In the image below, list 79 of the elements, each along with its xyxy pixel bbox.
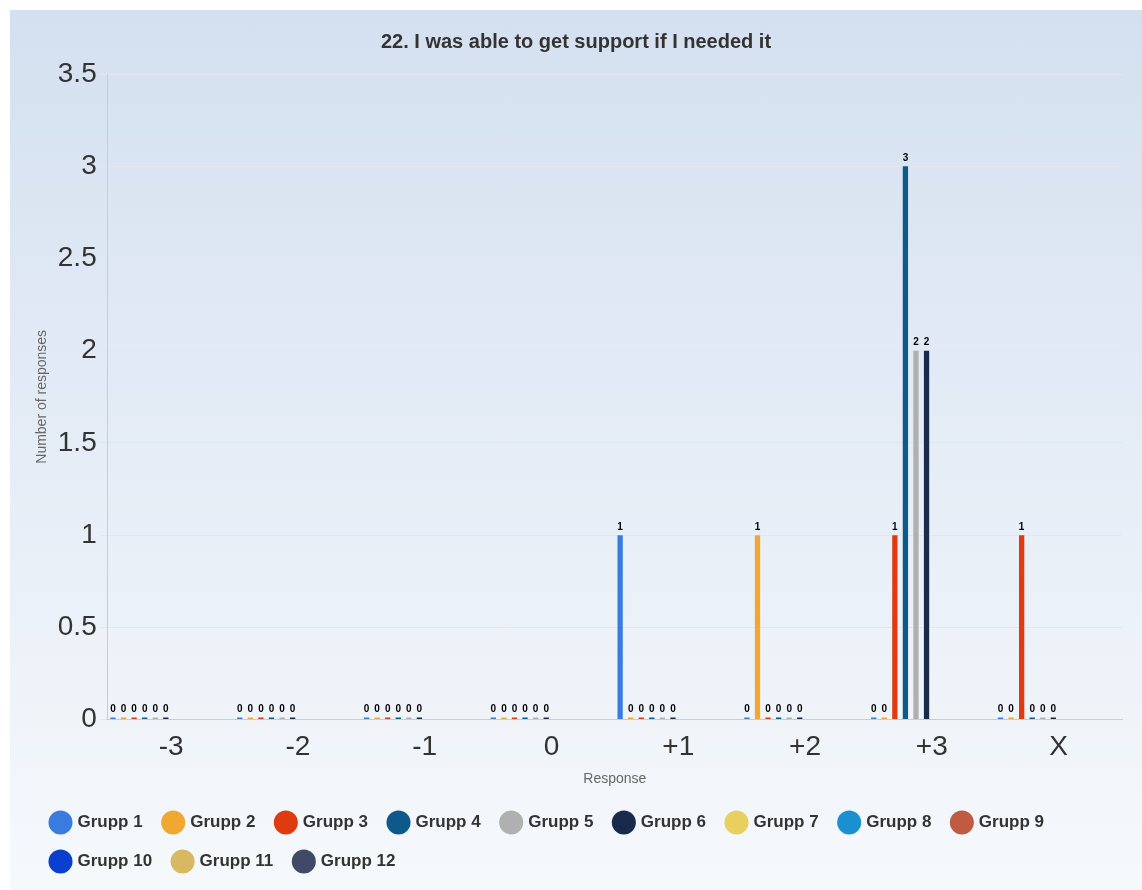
- y-tick-label: 3.5: [57, 56, 97, 88]
- data-label: 0: [543, 703, 550, 715]
- data-label: 0: [744, 703, 751, 715]
- data-label: 0: [395, 703, 402, 715]
- y-axis-title: Number of responses: [33, 329, 50, 464]
- data-label: 0: [1008, 703, 1015, 715]
- data-label: 0: [237, 703, 244, 715]
- y-tick-label: 0.5: [57, 610, 97, 642]
- data-label: 1: [892, 520, 899, 532]
- data-label: 2: [913, 336, 920, 348]
- legend-label: Grupp 8: [866, 812, 932, 832]
- data-label: 0: [870, 703, 877, 715]
- data-label: 0: [659, 703, 666, 715]
- data-label: 0: [110, 703, 117, 715]
- data-label: 0: [490, 703, 497, 715]
- data-label: 0: [649, 703, 656, 715]
- data-label: 0: [638, 703, 645, 715]
- legend-label: Grupp 2: [190, 812, 256, 832]
- y-tick-label: 1: [81, 517, 97, 549]
- data-label: 0: [406, 703, 413, 715]
- data-label: 0: [141, 703, 148, 715]
- data-label: 0: [765, 703, 772, 715]
- data-label: 0: [1050, 703, 1057, 715]
- legend-label: Grupp 7: [753, 812, 819, 832]
- x-tick-label: +3: [915, 730, 948, 762]
- x-tick-label: -2: [285, 730, 311, 762]
- data-label: 0: [268, 703, 275, 715]
- data-label: 0: [120, 703, 127, 715]
- data-label: 0: [416, 703, 423, 715]
- data-label: 0: [786, 703, 793, 715]
- x-tick-label: +1: [662, 730, 695, 762]
- legend-label: Grupp 6: [640, 812, 707, 832]
- data-label: 2: [923, 336, 930, 348]
- data-label: 0: [511, 703, 518, 715]
- x-tick-label: -1: [412, 730, 438, 762]
- legend-label: Grupp 5: [528, 812, 594, 832]
- data-label: 0: [1029, 703, 1036, 715]
- y-tick-label: 1.5: [57, 425, 97, 457]
- data-label: 0: [374, 703, 381, 715]
- data-label: 0: [881, 703, 888, 715]
- data-label: 0: [501, 703, 508, 715]
- data-label: 1: [1018, 520, 1025, 532]
- x-axis-title: Response: [583, 770, 647, 787]
- legend-label: Grupp 11: [199, 851, 274, 871]
- data-label: 0: [247, 703, 254, 715]
- legend-label: Grupp 10: [77, 851, 153, 871]
- data-label: 1: [617, 520, 624, 532]
- data-label: 0: [289, 703, 296, 715]
- data-label: 0: [363, 703, 370, 715]
- data-label: 0: [532, 703, 539, 715]
- data-label: 0: [384, 703, 391, 715]
- data-label: 0: [279, 703, 286, 715]
- legend-label: Grupp 9: [978, 812, 1045, 832]
- legend-label: Grupp 4: [415, 812, 482, 832]
- data-label: 0: [627, 703, 634, 715]
- y-tick-label: 2: [81, 333, 97, 365]
- y-tick-label: 3: [81, 148, 97, 180]
- legend-label: Grupp 1: [77, 812, 143, 832]
- data-label: 0: [775, 703, 782, 715]
- data-label: 0: [152, 703, 159, 715]
- x-tick-label: 0: [543, 730, 560, 762]
- data-label: 0: [1039, 703, 1046, 715]
- data-label: 3: [902, 151, 909, 163]
- x-tick-label: -3: [158, 730, 184, 762]
- data-label: 0: [131, 703, 138, 715]
- data-label: 0: [997, 703, 1004, 715]
- data-label: 1: [754, 520, 761, 532]
- chart-title: 22. I was able to get support if I needed it: [380, 29, 772, 52]
- data-label: 0: [522, 703, 529, 715]
- data-label: 0: [163, 703, 170, 715]
- y-tick-label: 0: [81, 702, 97, 734]
- legend-label: Grupp 3: [302, 812, 369, 832]
- data-label: 0: [796, 703, 803, 715]
- data-label: 0: [670, 703, 677, 715]
- legend-label: Grupp 12: [320, 851, 396, 871]
- y-tick-label: 2.5: [57, 241, 97, 273]
- x-tick-label: X: [1049, 730, 1069, 762]
- x-tick-label: +2: [789, 730, 822, 762]
- data-label: 0: [258, 703, 265, 715]
